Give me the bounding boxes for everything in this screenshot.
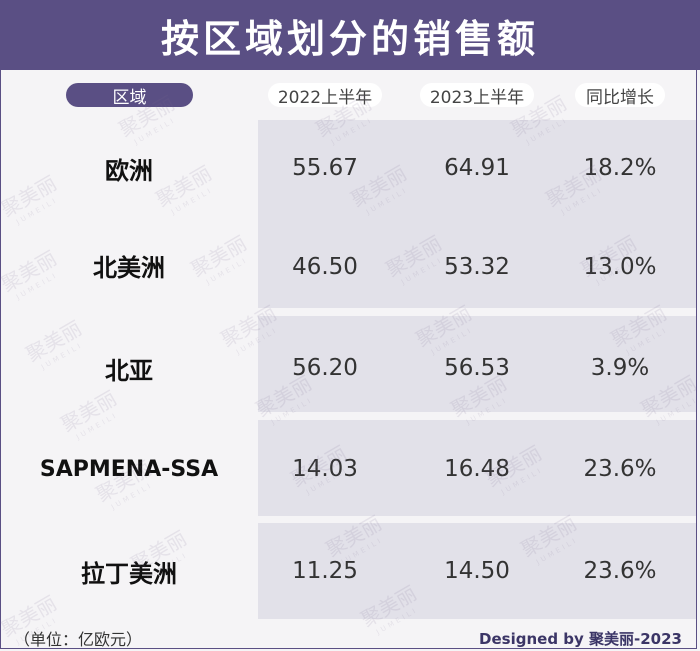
row-background bbox=[258, 523, 696, 619]
value-2022: 11.25 bbox=[292, 558, 358, 584]
value-2022: 14.03 bbox=[292, 456, 358, 482]
value-2022: 56.20 bbox=[292, 355, 358, 381]
value-2023: 64.91 bbox=[444, 155, 510, 181]
region-label: 拉丁美洲 bbox=[81, 559, 177, 588]
value-growth: 3.9% bbox=[590, 355, 650, 381]
value-growth: 23.6% bbox=[583, 456, 657, 482]
region-label: 北亚 bbox=[105, 356, 153, 385]
header-region: 区域 bbox=[66, 83, 193, 108]
header-h1-2023: 2023上半年 bbox=[420, 83, 534, 108]
row-background bbox=[258, 120, 696, 216]
table-frame bbox=[0, 70, 697, 649]
value-growth: 18.2% bbox=[583, 155, 657, 181]
row-background bbox=[258, 212, 696, 308]
row-background bbox=[258, 316, 696, 412]
row-background bbox=[258, 420, 696, 516]
page-title: 按区域划分的销售额 bbox=[0, 0, 700, 70]
value-growth: 23.6% bbox=[583, 558, 657, 584]
region-label: 欧洲 bbox=[105, 156, 153, 185]
value-2022: 46.50 bbox=[292, 254, 358, 280]
value-2023: 56.53 bbox=[444, 355, 510, 381]
value-2023: 53.32 bbox=[444, 254, 510, 280]
unit-note: （单位：亿欧元） bbox=[14, 630, 143, 649]
header-yoy-growth: 同比增长 bbox=[575, 83, 665, 108]
value-growth: 13.0% bbox=[583, 254, 657, 280]
value-2023: 14.50 bbox=[444, 558, 510, 584]
header-h1-2022: 2022上半年 bbox=[268, 83, 382, 108]
value-2022: 55.67 bbox=[292, 155, 358, 181]
region-label: SAPMENA-SSA bbox=[39, 456, 219, 482]
region-label: 北美洲 bbox=[93, 253, 165, 282]
designer-credit: Designed by 聚美丽-2023 bbox=[479, 630, 682, 648]
value-2023: 16.48 bbox=[444, 456, 510, 482]
